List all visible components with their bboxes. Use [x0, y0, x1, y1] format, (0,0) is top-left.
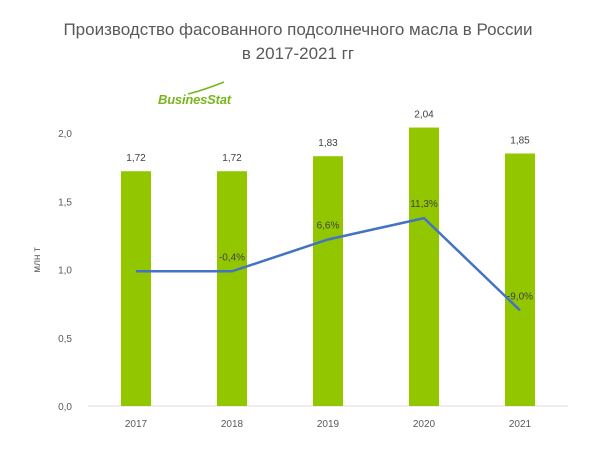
y-axis-label-group: млн т [32, 247, 43, 273]
bar-value-label: 1,72 [222, 153, 242, 164]
y-tick-label: 2,0 [58, 129, 72, 140]
x-tick-label: 2020 [413, 419, 436, 430]
bar-series [121, 127, 535, 406]
growth-label: -9,0% [507, 291, 533, 302]
bar [217, 171, 247, 406]
chart-title-line1: Производство фасованного подсолнечного м… [63, 20, 533, 39]
x-tick-label: 2018 [221, 419, 244, 430]
logo: BusinesStat [158, 92, 231, 107]
chart-title: Производство фасованного подсолнечного м… [0, 18, 596, 66]
growth-label: 11,3% [410, 199, 438, 210]
bar-value-label: 2,04 [414, 110, 434, 121]
bar [121, 171, 151, 406]
y-tick-label: 1,5 [58, 197, 72, 208]
bar-value-label: 1,85 [510, 135, 530, 146]
growth-labels: -0,4% 6,6% 11,3% -9,0% [219, 199, 533, 302]
y-tick-label: 0,0 [58, 402, 72, 413]
x-tick-label: 2021 [509, 419, 532, 430]
y-axis: 0,0 0,5 1,0 1,5 2,0 [58, 129, 72, 413]
x-axis: 2017 2018 2019 2020 2021 [125, 419, 532, 430]
chart-title-line2: в 2017-2021 гг [241, 44, 355, 63]
y-tick-label: 1,0 [58, 266, 72, 277]
bar-value-labels: 1,72 1,72 1,83 2,04 1,85 [126, 110, 530, 165]
x-tick-label: 2019 [317, 419, 340, 430]
y-tick-label: 0,5 [58, 334, 72, 345]
growth-label: -0,4% [219, 252, 245, 263]
growth-line [136, 216, 521, 312]
bar [409, 127, 439, 406]
bar [505, 153, 535, 406]
growth-label: 6,6% [317, 220, 340, 231]
logo-swoosh-icon [187, 81, 225, 95]
bar-value-label: 1,72 [126, 153, 146, 164]
x-tick-label: 2017 [125, 419, 148, 430]
y-axis-label: млн т [32, 247, 43, 273]
bar-value-label: 1,83 [318, 138, 338, 149]
bar [313, 156, 343, 406]
